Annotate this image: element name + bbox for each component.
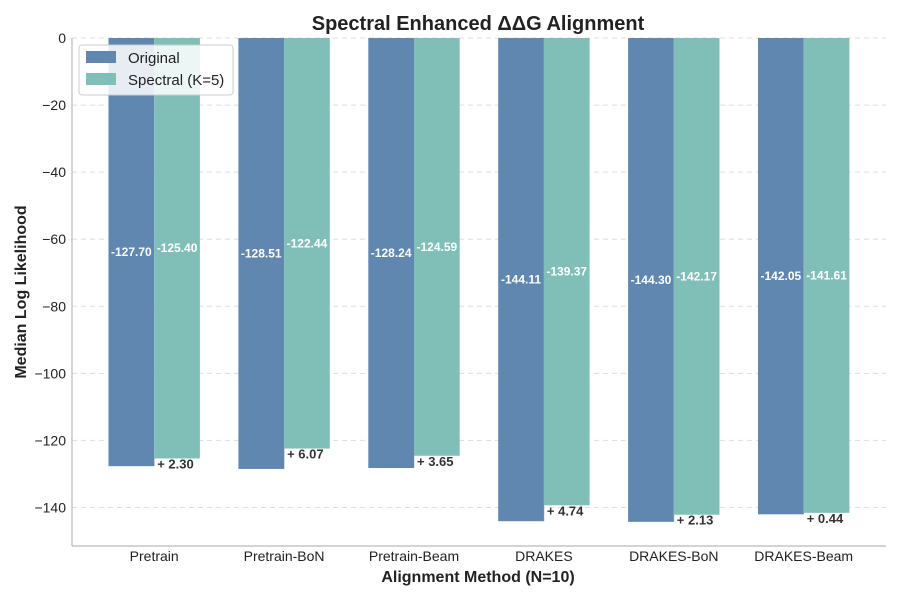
bar-spectral: [543, 38, 590, 506]
y-tick-label: −60: [42, 231, 66, 247]
x-tick-labels: Pretrain Pretrain-BoN Pretrain-Beam DRAKES D…: [130, 548, 853, 564]
bar-label-original: -144.30: [631, 273, 672, 287]
legend-label-spectral: Spectral (K=5): [128, 72, 224, 89]
bar-spectral: [284, 38, 330, 449]
x-tick-label: Pretrain: [130, 548, 179, 564]
legend-box: [78, 44, 234, 96]
bar-value-labels: -127.70 -125.40 + 2.30 -128.51 -122.44 + 6.07…: [111, 236, 847, 527]
y-tick-label: 0: [58, 30, 66, 46]
x-tick-label: Pretrain-Beam: [369, 548, 459, 564]
bar-original: [758, 38, 804, 515]
y-tick-label: −20: [42, 97, 66, 113]
x-axis-label: Alignment Method (N=10): [381, 569, 574, 586]
bar-label-spectral: -141.61: [806, 268, 847, 282]
improvement-label: + 3.65: [417, 454, 454, 469]
legend-label-original: Original: [128, 50, 180, 67]
bar-label-spectral: -124.59: [416, 240, 457, 254]
y-axis-label: Median Log Likelihood: [13, 205, 30, 378]
y-tick-labels: 0 −20 −40 −60 −80 −100 −120 −140: [34, 30, 66, 515]
x-tick-label: DRAKES-Beam: [754, 548, 853, 564]
improvement-label: + 2.13: [677, 513, 714, 528]
x-tick-label: DRAKES: [515, 548, 573, 564]
chart-title: Spectral Enhanced ΔΔG Alignment: [312, 13, 645, 35]
bar-original: [238, 38, 285, 469]
bar-label-original: -144.11: [501, 273, 541, 287]
y-tick-label: −100: [34, 365, 66, 381]
bar-spectral: [414, 38, 460, 456]
x-tick-label: Pretrain-BoN: [244, 548, 325, 564]
improvement-label: + 0.44: [807, 511, 844, 526]
bar-spectral: [673, 38, 720, 515]
legend-swatch-spectral: [86, 73, 116, 85]
legend-swatch-original: [86, 51, 116, 63]
bar-label-original: -128.24: [371, 246, 412, 260]
bar-original: [498, 38, 544, 522]
bar-label-original: -128.51: [241, 246, 282, 260]
bar-spectral: [803, 38, 850, 513]
y-tick-label: −40: [42, 164, 66, 180]
legend: Original Spectral (K=5): [78, 44, 234, 96]
axes: [71, 38, 886, 547]
x-tick-label: DRAKES-BoN: [629, 548, 718, 564]
improvement-label: + 6.07: [287, 447, 324, 462]
y-tick-label: −140: [34, 499, 66, 515]
bar-label-original: -142.05: [760, 269, 801, 283]
bar-original: [108, 38, 155, 467]
bar-label-spectral: -122.44: [287, 236, 328, 250]
y-tick-label: −120: [34, 432, 66, 448]
bar-label-spectral: -139.37: [546, 265, 587, 279]
improvement-label: + 4.74: [547, 503, 584, 518]
grid-lines: [72, 37, 886, 508]
improvement-label: + 2.30: [157, 456, 194, 471]
bar-spectral: [154, 38, 200, 459]
bar-original: [368, 38, 414, 469]
bar-original: [628, 38, 674, 522]
bar-label-spectral: -142.17: [676, 269, 717, 283]
bar-label-spectral: -125.40: [157, 241, 198, 255]
bar-label-original: -127.70: [111, 245, 152, 259]
y-tick-label: −80: [42, 298, 66, 314]
bars: [108, 38, 850, 522]
